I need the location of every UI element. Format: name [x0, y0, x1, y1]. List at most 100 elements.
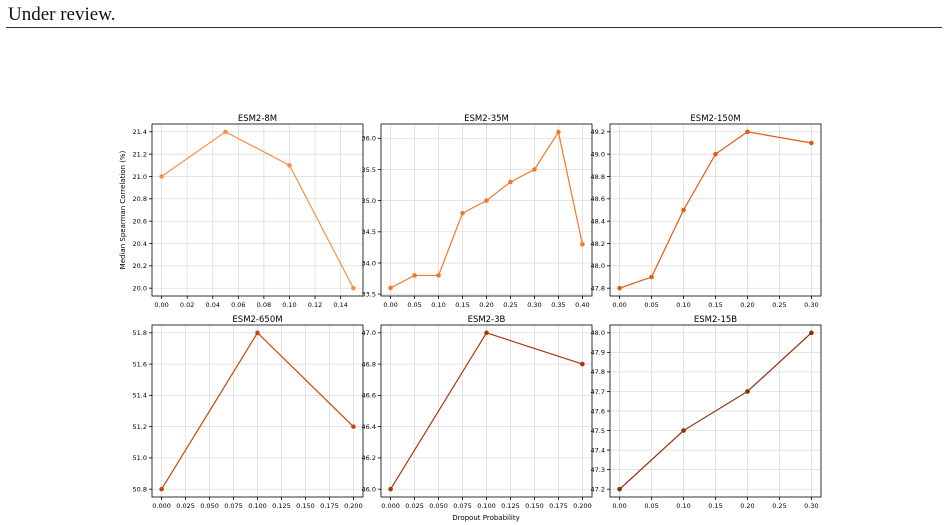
y-tick-label: 21.4 [133, 128, 147, 136]
y-tick-label: 48.2 [591, 240, 605, 248]
subplot-3: 0.00 0.05 0.10 0.15 0.20 0.25 0.30 47.8 48.0 48.2… [591, 114, 822, 309]
data-point [580, 361, 585, 367]
y-tick-label: 51.6 [133, 360, 147, 368]
data-point [159, 174, 164, 179]
x-tick-label: 0.00 [612, 502, 626, 510]
y-tick-label: 47.7 [591, 388, 605, 396]
data-point [159, 486, 164, 492]
y-tick-label: 34.0 [362, 259, 376, 267]
data-point [287, 163, 292, 168]
x-tick-label: 0.025 [405, 502, 424, 510]
y-tick-label: 48.0 [591, 329, 605, 337]
y-axis-label: Median Spearman Correlation (%) [119, 150, 127, 269]
x-tick-label: 0.075 [224, 502, 243, 510]
x-tick-label: 0.25 [772, 301, 786, 309]
data-point [556, 129, 561, 135]
series-line [619, 131, 812, 289]
data-point [436, 273, 441, 278]
y-tick-label: 46.6 [362, 392, 376, 400]
x-tick-label: 0.050 [200, 502, 219, 510]
x-tick-label: 0.000 [152, 502, 171, 510]
y-tick-label: 46.2 [362, 454, 376, 462]
x-tick-label: 0.100 [477, 502, 496, 510]
y-tick-label: 33.5 [362, 290, 376, 298]
x-tick-label: 0.200 [573, 502, 592, 510]
x-tick-label: 0.15 [708, 301, 722, 309]
y-tick-label: 20.8 [133, 195, 147, 203]
x-tick-label: 0.20 [479, 301, 493, 309]
y-tick-label: 47.6 [591, 407, 605, 415]
y-tick-label: 36.0 [362, 135, 376, 143]
y-tick-label: 20.2 [133, 262, 147, 270]
y-tick-label: 47.5 [591, 427, 605, 435]
y-tick-label: 21.2 [133, 150, 147, 158]
x-tick-label: 0.20 [740, 301, 754, 309]
x-axis-label: Dropout Probability [452, 514, 520, 522]
y-tick-label: 49.0 [591, 150, 605, 158]
y-tick-label: 20.4 [133, 240, 147, 248]
x-tick-label: 0.00 [154, 301, 168, 309]
x-tick-label: 0.10 [676, 502, 690, 510]
data-point [649, 274, 654, 280]
x-tick-label: 0.05 [407, 301, 421, 309]
subplot-title: ESM2-15B [694, 315, 737, 325]
data-point [809, 140, 814, 146]
y-tick-label: 51.8 [133, 329, 147, 337]
data-point [617, 285, 622, 291]
x-tick-label: 0.20 [740, 502, 754, 510]
subplot-title: ESM2-3B [468, 315, 506, 325]
x-tick-label: 0.35 [551, 301, 565, 309]
y-tick-label: 51.0 [133, 454, 147, 462]
y-tick-label: 47.8 [591, 284, 605, 292]
x-tick-label: 0.15 [455, 301, 469, 309]
y-tick-label: 46.4 [362, 423, 376, 431]
x-tick-label: 0.30 [527, 301, 541, 309]
data-point [484, 330, 489, 336]
y-tick-label: 47.8 [591, 368, 605, 376]
y-tick-label: 47.2 [591, 485, 605, 493]
y-tick-label: 46.8 [362, 360, 376, 368]
axes-frame [151, 123, 364, 297]
data-point [460, 210, 465, 216]
data-point [351, 285, 356, 291]
data-point [388, 486, 393, 492]
x-tick-label: 0.30 [804, 301, 818, 309]
x-tick-label: 0.25 [503, 301, 517, 309]
x-tick-label: 0.000 [381, 502, 400, 510]
x-tick-label: 0.200 [344, 502, 363, 510]
data-point [223, 129, 228, 135]
y-tick-label: 47.9 [591, 349, 605, 357]
subplot-6: 0.00 0.05 0.10 0.15 0.20 0.25 0.30 47.2 47.3 47.4… [591, 315, 822, 510]
series-line [619, 332, 812, 490]
x-tick-label: 0.40 [575, 301, 589, 309]
subplot-1: 0.00 0.02 0.04 0.06 0.08 0.10 0.12 0.14 20.0 20.2… [133, 114, 364, 309]
x-tick-label: 0.02 [180, 301, 194, 309]
data-point [412, 273, 417, 278]
y-tick-label: 48.4 [591, 217, 605, 225]
y-tick-label: 21.0 [133, 173, 147, 181]
subplot-5: 0.000 0.025 0.050 0.075 0.100 0.125 0.150 0.175… [362, 315, 593, 510]
data-point [745, 389, 750, 394]
y-tick-label: 46.0 [362, 485, 376, 493]
x-tick-label: 0.14 [333, 301, 347, 309]
data-point [508, 179, 513, 185]
x-tick-label: 0.05 [644, 301, 658, 309]
x-tick-label: 0.00 [612, 301, 626, 309]
x-tick-label: 0.175 [549, 502, 568, 510]
data-point [255, 330, 260, 336]
header-rule [6, 27, 942, 28]
subplot-4: 0.000 0.025 0.050 0.075 0.100 0.125 0.150 0.175… [133, 315, 364, 510]
y-tick-label: 47.4 [591, 446, 605, 454]
subplot-title: ESM2-650M [232, 315, 282, 325]
x-tick-label: 0.150 [296, 502, 315, 510]
x-tick-label: 0.150 [525, 502, 544, 510]
y-tick-label: 35.5 [362, 166, 376, 174]
subplot-2: 0.00 0.05 0.10 0.15 0.20 0.25 0.30 0.35 0.40 33.5… [362, 114, 593, 309]
x-tick-label: 0.10 [431, 301, 445, 309]
data-point [681, 428, 686, 433]
y-tick-label: 35.0 [362, 197, 376, 205]
series-line [161, 131, 354, 289]
x-tick-label: 0.04 [206, 301, 220, 309]
x-tick-label: 0.06 [231, 301, 245, 309]
